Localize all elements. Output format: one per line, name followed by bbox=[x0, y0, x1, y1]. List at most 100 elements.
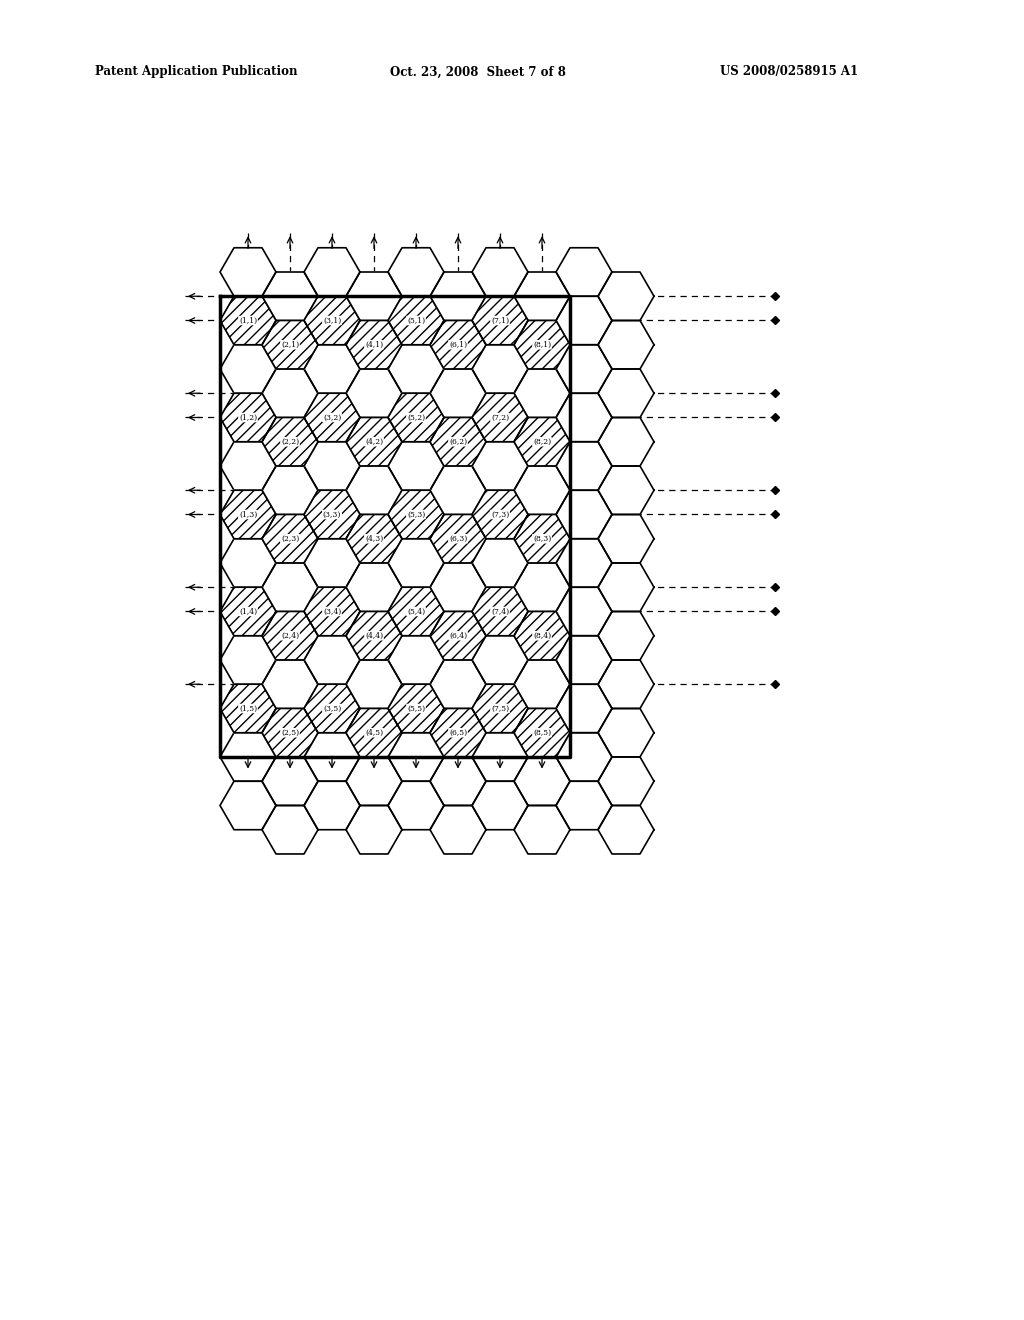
Polygon shape bbox=[556, 393, 612, 442]
Polygon shape bbox=[388, 539, 444, 587]
Polygon shape bbox=[220, 587, 276, 636]
Text: (2,3): (2,3) bbox=[281, 535, 299, 543]
Polygon shape bbox=[304, 248, 360, 296]
Polygon shape bbox=[388, 248, 444, 296]
Polygon shape bbox=[556, 490, 612, 539]
Polygon shape bbox=[598, 515, 654, 564]
Polygon shape bbox=[556, 345, 612, 393]
Text: (7,3): (7,3) bbox=[490, 511, 509, 519]
Polygon shape bbox=[472, 490, 528, 539]
Polygon shape bbox=[598, 660, 654, 709]
Polygon shape bbox=[346, 272, 402, 321]
Text: (6,1): (6,1) bbox=[449, 341, 467, 348]
Text: (3,1): (3,1) bbox=[323, 317, 341, 325]
Polygon shape bbox=[598, 564, 654, 611]
Text: (8,2): (8,2) bbox=[532, 438, 551, 446]
Polygon shape bbox=[262, 370, 318, 417]
Polygon shape bbox=[304, 490, 360, 539]
Text: (3,2): (3,2) bbox=[323, 413, 341, 421]
Polygon shape bbox=[514, 370, 570, 417]
Polygon shape bbox=[556, 442, 612, 490]
Polygon shape bbox=[598, 805, 654, 854]
Text: (4,5): (4,5) bbox=[365, 729, 383, 737]
Polygon shape bbox=[556, 296, 612, 345]
Polygon shape bbox=[220, 733, 276, 781]
Text: (2,1): (2,1) bbox=[281, 341, 299, 348]
Polygon shape bbox=[430, 466, 486, 515]
Polygon shape bbox=[262, 515, 318, 564]
Polygon shape bbox=[472, 733, 528, 781]
Polygon shape bbox=[388, 442, 444, 490]
Polygon shape bbox=[220, 345, 276, 393]
Polygon shape bbox=[556, 539, 612, 587]
Polygon shape bbox=[430, 515, 486, 564]
Polygon shape bbox=[304, 539, 360, 587]
Polygon shape bbox=[262, 660, 318, 709]
Text: (1,4): (1,4) bbox=[239, 607, 257, 615]
Polygon shape bbox=[598, 709, 654, 756]
Text: (4,4): (4,4) bbox=[365, 632, 383, 640]
Text: (8,5): (8,5) bbox=[532, 729, 551, 737]
Polygon shape bbox=[262, 611, 318, 660]
Text: (1,2): (1,2) bbox=[239, 413, 257, 421]
Text: (6,5): (6,5) bbox=[449, 729, 467, 737]
Polygon shape bbox=[514, 321, 570, 370]
Polygon shape bbox=[430, 272, 486, 321]
Text: (1,5): (1,5) bbox=[239, 705, 257, 713]
Polygon shape bbox=[556, 248, 612, 296]
Text: (1,3): (1,3) bbox=[239, 511, 257, 519]
Text: (3,4): (3,4) bbox=[323, 607, 341, 615]
Text: (5,5): (5,5) bbox=[407, 705, 425, 713]
Polygon shape bbox=[346, 515, 402, 564]
Text: (2,4): (2,4) bbox=[281, 632, 299, 640]
Text: (7,5): (7,5) bbox=[490, 705, 509, 713]
Text: (6,2): (6,2) bbox=[449, 438, 467, 446]
Polygon shape bbox=[304, 781, 360, 830]
Polygon shape bbox=[430, 321, 486, 370]
Polygon shape bbox=[514, 515, 570, 564]
Polygon shape bbox=[598, 321, 654, 370]
Polygon shape bbox=[514, 272, 570, 321]
Polygon shape bbox=[346, 466, 402, 515]
Polygon shape bbox=[598, 272, 654, 321]
Text: (5,3): (5,3) bbox=[407, 511, 425, 519]
Polygon shape bbox=[220, 539, 276, 587]
Polygon shape bbox=[514, 564, 570, 611]
Text: (3,5): (3,5) bbox=[323, 705, 341, 713]
Text: (2,5): (2,5) bbox=[281, 729, 299, 737]
Text: (1,1): (1,1) bbox=[239, 317, 257, 325]
Polygon shape bbox=[514, 756, 570, 805]
Polygon shape bbox=[346, 611, 402, 660]
Polygon shape bbox=[220, 781, 276, 830]
Polygon shape bbox=[220, 442, 276, 490]
Polygon shape bbox=[262, 564, 318, 611]
Polygon shape bbox=[472, 296, 528, 345]
Polygon shape bbox=[304, 587, 360, 636]
Polygon shape bbox=[556, 733, 612, 781]
Polygon shape bbox=[262, 321, 318, 370]
Text: (8,4): (8,4) bbox=[532, 632, 551, 640]
Polygon shape bbox=[220, 490, 276, 539]
Text: (7,1): (7,1) bbox=[490, 317, 509, 325]
Polygon shape bbox=[598, 370, 654, 417]
Polygon shape bbox=[304, 393, 360, 442]
Polygon shape bbox=[346, 660, 402, 709]
Polygon shape bbox=[430, 370, 486, 417]
Text: (6,4): (6,4) bbox=[449, 632, 467, 640]
Polygon shape bbox=[346, 756, 402, 805]
Polygon shape bbox=[388, 296, 444, 345]
Polygon shape bbox=[346, 709, 402, 756]
Polygon shape bbox=[430, 660, 486, 709]
Polygon shape bbox=[514, 660, 570, 709]
Polygon shape bbox=[346, 417, 402, 466]
Polygon shape bbox=[430, 709, 486, 756]
Polygon shape bbox=[388, 684, 444, 733]
Polygon shape bbox=[304, 442, 360, 490]
Polygon shape bbox=[220, 684, 276, 733]
Polygon shape bbox=[262, 756, 318, 805]
Polygon shape bbox=[430, 417, 486, 466]
Polygon shape bbox=[388, 393, 444, 442]
Text: (4,3): (4,3) bbox=[365, 535, 383, 543]
Polygon shape bbox=[514, 805, 570, 854]
Polygon shape bbox=[598, 466, 654, 515]
